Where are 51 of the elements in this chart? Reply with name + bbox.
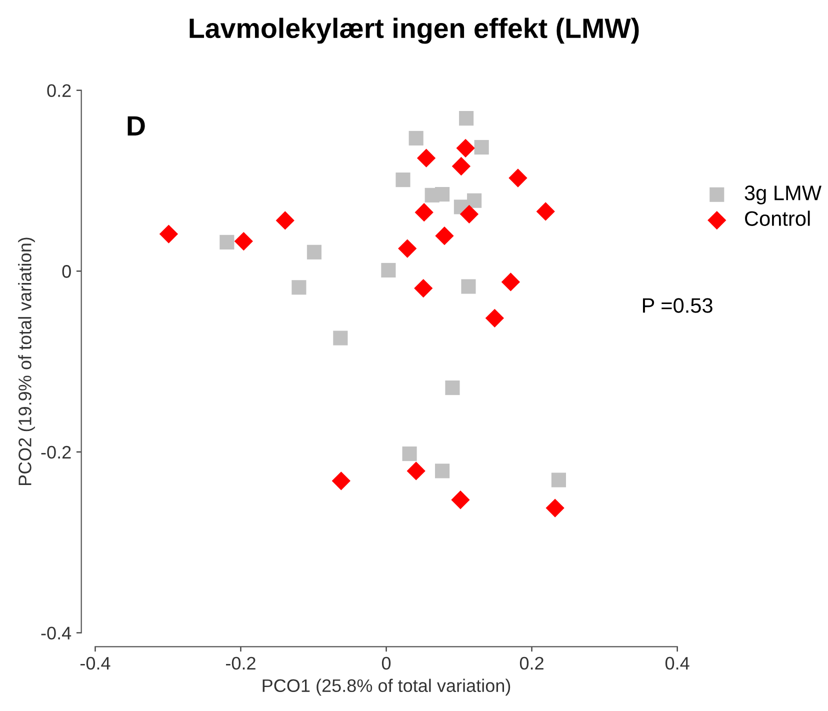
- point: [501, 272, 520, 292]
- point: [536, 202, 555, 221]
- point: [408, 130, 424, 146]
- chart-title: Lavmolekylært ingen effekt (LMW): [190, 18, 639, 44]
- y-axis-title: PCO2 (19.9% of total variation): [18, 238, 35, 485]
- x-tick-label: 0.2: [520, 656, 544, 670]
- point: [461, 279, 476, 294]
- legend-label: 3g LMW: [744, 186, 822, 204]
- point: [332, 472, 350, 490]
- y-tick-label: 0: [62, 265, 71, 278]
- point: [460, 204, 479, 224]
- legend-label: Control: [745, 210, 810, 226]
- point: [406, 462, 426, 480]
- point: [485, 308, 504, 328]
- x-tick-label: 0.4: [665, 656, 690, 670]
- point: [414, 203, 434, 222]
- point: [459, 111, 474, 126]
- point: [381, 262, 396, 278]
- y-tick-label: -0.4: [41, 626, 72, 640]
- point: [306, 244, 322, 260]
- point: [508, 168, 528, 188]
- point: [451, 490, 470, 510]
- point: [276, 211, 294, 230]
- point: [435, 464, 450, 478]
- y-tick-label: -0.2: [41, 446, 71, 459]
- point: [159, 224, 178, 244]
- x-tick-label: -0.2: [226, 656, 256, 670]
- x-tick-label: 0: [382, 656, 391, 670]
- point: [396, 172, 410, 188]
- x-axis-title: PCO1 (25.8% of total variation): [262, 678, 510, 696]
- y-tick-label: 0.2: [47, 84, 71, 98]
- point: [551, 472, 566, 488]
- point: [467, 193, 482, 208]
- annotation: D: [128, 116, 145, 136]
- point: [546, 498, 564, 518]
- point: [474, 140, 489, 155]
- point: [333, 330, 348, 346]
- point: [292, 280, 306, 295]
- point: [435, 226, 454, 246]
- point: [220, 234, 234, 250]
- point: [402, 446, 417, 462]
- x-tick-label: -0.4: [80, 656, 110, 670]
- point: [452, 156, 471, 176]
- point: [456, 138, 475, 158]
- point: [398, 239, 417, 258]
- annotation: P =0.53: [642, 298, 712, 313]
- point: [414, 278, 433, 298]
- point: [445, 380, 460, 396]
- point: [234, 232, 253, 251]
- point: [416, 148, 436, 168]
- point: [435, 186, 450, 202]
